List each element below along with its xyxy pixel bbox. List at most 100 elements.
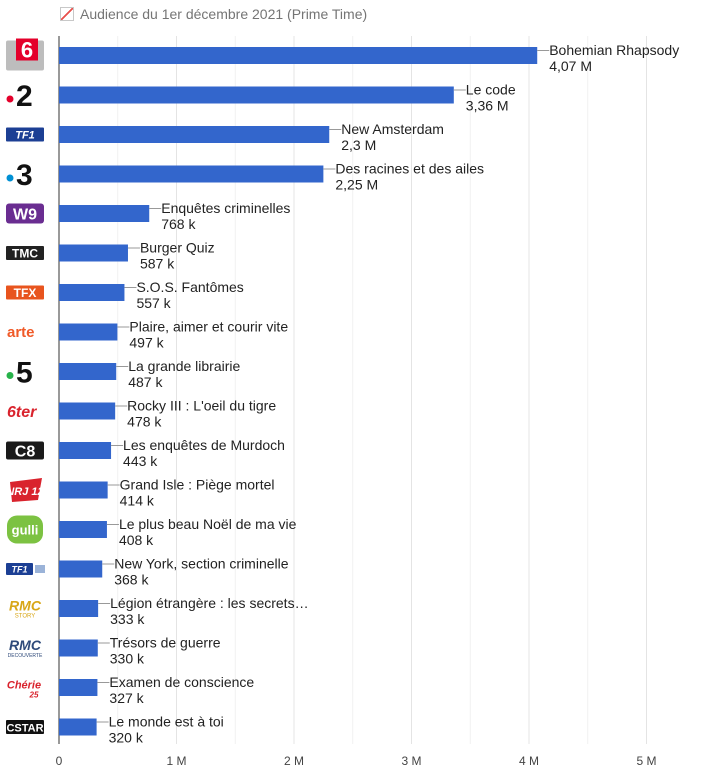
bar: [59, 284, 125, 301]
bar-value-label: 333 k: [110, 611, 145, 627]
bar: [59, 442, 112, 459]
x-tick-label: 4 M: [519, 754, 539, 768]
bar-program-label: Le plus beau Noël de ma vie: [119, 516, 297, 532]
bar-program-label: Examen de conscience: [109, 674, 254, 690]
bar: [59, 718, 97, 736]
6ter-logo-icon: 6ter: [7, 404, 37, 421]
bar-value-label: 587 k: [140, 256, 175, 272]
logo-text: RMC: [9, 598, 42, 614]
logo-text: 25: [29, 691, 39, 700]
legend-line-icon: [60, 7, 74, 21]
gulli-logo-icon: gulli: [7, 515, 43, 544]
bar-program-label: Plaire, aimer et courir vite: [129, 319, 288, 335]
logo-text: TF1: [15, 130, 35, 142]
bar-value-label: 3,36 M: [466, 98, 509, 114]
x-tick-label: 1 M: [166, 754, 186, 768]
chart-title: Audience du 1er décembre 2021 (Prime Tim…: [80, 6, 368, 22]
bar-program-label: New York, section criminelle: [114, 556, 289, 572]
logo-text: W9: [13, 207, 37, 224]
cstar-logo-icon: CSTAR: [6, 720, 44, 735]
bar-value-label: 320 k: [109, 730, 144, 746]
bar-program-label: Burger Quiz: [140, 240, 215, 256]
tf1-logo-icon: TF1: [6, 127, 44, 142]
bar-program-label: Légion étrangère : les secrets…: [110, 595, 308, 611]
logo-text: gulli: [12, 523, 39, 538]
bar-value-label: 2,25 M: [335, 177, 378, 193]
bar-value-label: 414 k: [120, 493, 155, 509]
bar: [59, 521, 107, 538]
france3-logo-icon: 3: [6, 159, 33, 192]
tf1-series-films-logo-icon: TF1: [6, 563, 45, 575]
france2-logo-icon: 2: [6, 80, 33, 113]
bar-program-label: Enquêtes criminelles: [161, 200, 290, 216]
bar: [59, 323, 118, 341]
c8-logo-icon: C8: [6, 441, 44, 461]
logo-text: CSTAR: [6, 723, 43, 735]
logo-text: arte: [7, 324, 35, 341]
chart-legend: Audience du 1er décembre 2021 (Prime Tim…: [60, 5, 367, 23]
bar-program-label: Grand Isle : Piège mortel: [120, 477, 275, 493]
bar: [59, 205, 150, 222]
logo-text: 2: [16, 80, 33, 113]
bar: [59, 47, 538, 64]
bar-program-label: Bohemian Rhapsody: [549, 42, 679, 58]
bar-value-label: 557 k: [136, 295, 171, 311]
m6-logo-icon: 6: [6, 38, 44, 71]
bar: [59, 244, 128, 262]
bar-value-label: 443 k: [123, 453, 158, 469]
france5-logo-icon: 5: [6, 357, 33, 390]
bar: [59, 165, 324, 183]
channel-logos: 6 2 TF1 3 W9 TMC TFX arte 5 6ter C8 NRJ 12 gulli TF1 R…: [6, 38, 45, 735]
bar-program-label: S.O.S. Fantômes: [136, 279, 243, 295]
bar-value-label: 408 k: [119, 532, 154, 548]
bar-program-label: Trésors de guerre: [110, 635, 221, 651]
bar-value-label: 327 k: [109, 690, 144, 706]
x-tick-label: 5 M: [636, 754, 656, 768]
tmc-logo-icon: TMC: [6, 246, 44, 261]
bar: [59, 86, 454, 104]
bar-program-label: La grande librairie: [128, 358, 240, 374]
bar-program-label: Les enquêtes de Murdoch: [123, 437, 285, 453]
tfx-logo-icon: TFX: [6, 285, 44, 300]
logo-text: C8: [15, 444, 36, 461]
logo-text: 6ter: [7, 404, 37, 421]
logo-text: STORY: [15, 614, 35, 620]
logo-text: NRJ 12: [6, 486, 43, 498]
w9-logo-icon: W9: [6, 203, 44, 224]
bar: [59, 402, 116, 420]
logo-text: 5: [16, 357, 33, 390]
bar-value-label: 497 k: [129, 335, 164, 351]
logo-text: TF1: [11, 565, 27, 575]
x-tick-label: 0: [56, 754, 63, 768]
bar: [59, 600, 99, 617]
bar-program-label: Le monde est à toi: [109, 714, 224, 730]
bar-value-label: 768 k: [161, 216, 196, 232]
x-axis: 0 1 M 2 M 3 M 4 M 5 M: [56, 754, 657, 768]
x-tick-label: 2 M: [284, 754, 304, 768]
bar-value-label: 487 k: [128, 374, 163, 390]
logo-text: TMC: [12, 247, 38, 261]
logo-text: 3: [16, 159, 33, 192]
arte-logo-icon: arte: [7, 324, 35, 341]
bar-value-label: 478 k: [127, 414, 162, 430]
logo-text: TFX: [14, 286, 37, 300]
bar: [59, 560, 103, 578]
bar: [59, 363, 117, 380]
bar-value-label: 368 k: [114, 572, 149, 588]
logo-text: RMC: [9, 637, 42, 653]
bar-value-label: 2,3 M: [341, 137, 376, 153]
bar-program-label: Le code: [466, 82, 516, 98]
bar-program-label: New Amsterdam: [341, 121, 444, 137]
bar-program-label: Des racines et des ailes: [335, 161, 484, 177]
logo-text: DECOUVERTE: [8, 653, 43, 659]
bar: [59, 126, 330, 143]
gridlines: [58, 36, 647, 744]
bars: [59, 47, 538, 736]
bar-program-label: Rocky III : L'oeil du tigre: [127, 398, 276, 414]
x-tick-label: 3 M: [401, 754, 421, 768]
bar: [59, 639, 98, 657]
